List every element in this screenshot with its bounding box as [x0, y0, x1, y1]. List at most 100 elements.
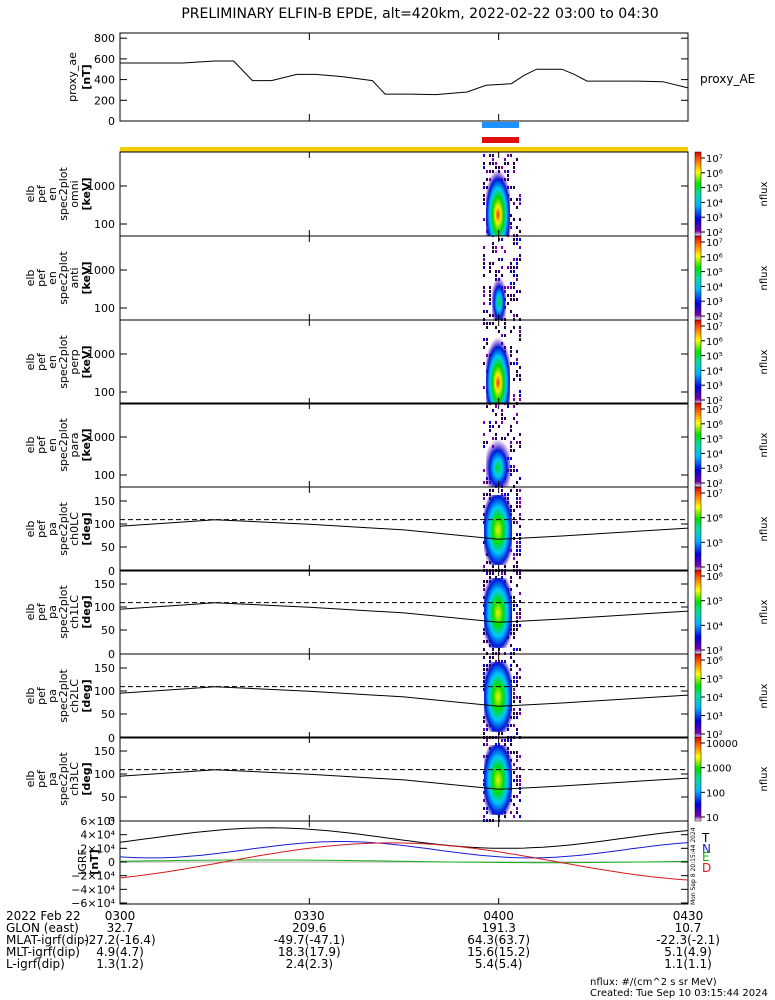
spectrogram-pixel: [519, 724, 521, 727]
spectrogram-pixel: [513, 680, 515, 683]
spectrogram-pixel: [513, 608, 515, 611]
spectrogram-pixel: [486, 274, 488, 277]
spectrogram-ylabel: [keV]: [80, 261, 93, 294]
spectrogram-pixel: [519, 497, 521, 500]
spectrogram-pixel: [513, 398, 515, 401]
spectrogram-pixel: [501, 732, 503, 735]
spectrogram-pixel: [516, 441, 518, 444]
spectrogram-pixel: [519, 648, 521, 651]
colorbar: [694, 569, 702, 655]
proxy-ae-ytick-label: 0: [108, 115, 115, 128]
spectrogram-pixel: [516, 370, 518, 373]
spectrogram-pixel: [513, 362, 515, 365]
spectrogram-ylabel: ch2LC: [68, 679, 81, 713]
spectrogram-pixel: [489, 322, 491, 325]
spectrogram-pixel: [495, 246, 497, 249]
spectrogram-ylabel: pa: [46, 522, 59, 536]
igrf-legend-n: N: [702, 842, 711, 856]
spectrogram-ylabel: spec2plot: [57, 752, 70, 806]
spectrogram-pixel: [510, 282, 512, 285]
spectrogram-ylabel: pef: [35, 435, 48, 454]
spectrogram-ytick-label: 50: [101, 624, 115, 637]
flux-hotspot: [486, 160, 510, 236]
spectrogram-ytick-label: 100: [94, 768, 115, 781]
spectrogram-ytick-label: 150: [94, 578, 115, 591]
flux-hotspot: [484, 745, 512, 815]
spectrogram-pixel: [489, 154, 491, 157]
spectrogram-ytick-label: 0: [108, 565, 115, 578]
colorbar-tick-label: 10³: [706, 297, 723, 308]
spectrogram-pixel: [507, 433, 509, 436]
blue-marker-bar: [482, 122, 519, 128]
spectrogram-pixel: [510, 286, 512, 289]
spectrogram-ylabel: ch3LC: [68, 762, 81, 796]
colorbar-tick-label: 10⁷: [706, 405, 723, 416]
spectrogram-pixel: [513, 660, 515, 663]
colorbar-tick-label: 10²: [706, 730, 723, 741]
spectrogram-pixel: [501, 576, 503, 579]
spectrogram-ylabel: elb: [24, 270, 37, 287]
spectrogram-pixel: [483, 294, 485, 297]
spectrogram-pixel: [516, 362, 518, 365]
colorbar-tick-label: 10000: [706, 739, 738, 750]
spectrogram-pixel: [510, 350, 512, 353]
spectrogram-pixel: [483, 210, 485, 213]
colorbar: [694, 151, 702, 237]
proxy-ae-legend: proxy_AE: [700, 72, 755, 86]
spectrogram-pixel: [513, 648, 515, 651]
spectrogram-pixel: [483, 230, 485, 233]
spectrogram-pixel: [519, 576, 521, 579]
spectrogram-pixel: [483, 182, 485, 185]
colorbar-tick-label: 10⁴: [706, 693, 723, 704]
spectrogram-ylabel: en: [46, 355, 59, 369]
spectrogram-ylabel: elb: [24, 521, 37, 538]
spectrogram-pixel: [516, 374, 518, 377]
spectrogram-pixel: [492, 246, 494, 249]
spectrogram-frame: [119, 486, 689, 572]
spectrogram-pixel: [510, 262, 512, 265]
spectrogram-pixel: [492, 732, 494, 735]
footer-row-value: 0330: [294, 909, 325, 923]
spectrogram-pixel: [510, 310, 512, 313]
spectrogram-pixel: [513, 763, 515, 766]
spectrogram-pixel: [492, 565, 494, 568]
spectrogram-pixel: [513, 632, 515, 635]
colorbar-label: nflux: [759, 683, 770, 708]
spectrogram-pixel: [513, 238, 515, 241]
spectrogram-pixel: [519, 390, 521, 393]
spectrogram-pixel: [501, 322, 503, 325]
flux-hotspot: [484, 662, 512, 732]
spectrogram-pixel: [513, 712, 515, 715]
colorbar-tick-label: 10: [706, 813, 719, 824]
spectrogram-ylabel: pef: [35, 519, 48, 538]
spectrogram-pixel: [510, 576, 512, 579]
spectrogram-pixel: [516, 783, 518, 786]
spectrogram-pixel: [516, 648, 518, 651]
colorbar-tick-label: 10⁶: [706, 420, 723, 431]
spectrogram-ylabel: spec2plot: [57, 502, 70, 556]
spectrogram-pixel: [495, 421, 497, 424]
spectrogram-pixel: [510, 457, 512, 460]
spectrogram-pixel: [504, 493, 506, 496]
colorbar-tick-label: 10⁶: [706, 656, 723, 667]
colorbar-tick-label: 10³: [706, 381, 723, 392]
spectrogram-pixel: [519, 668, 521, 671]
spectrogram-pixel: [513, 282, 515, 285]
spectrogram-frame: [119, 402, 689, 488]
spectrogram-pixel: [513, 437, 515, 440]
spectrogram-pixel: [513, 604, 515, 607]
spectrogram-pixel: [519, 592, 521, 595]
colorbar-tick-label: 1000: [706, 764, 731, 775]
spectrogram-pixel: [513, 815, 515, 818]
spectrogram-frame: [119, 319, 689, 405]
spectrogram-pixel: [516, 262, 518, 265]
spectrogram-pixel: [516, 696, 518, 699]
spectrogram-pixel: [495, 437, 497, 440]
flux-hotspot: [486, 328, 510, 404]
spectrogram-pixel: [519, 712, 521, 715]
igrf-series-t: [119, 827, 689, 849]
spectrogram-pixel: [519, 254, 521, 257]
spectrogram-pixel: [510, 656, 512, 659]
spectrogram-pixel: [516, 755, 518, 758]
